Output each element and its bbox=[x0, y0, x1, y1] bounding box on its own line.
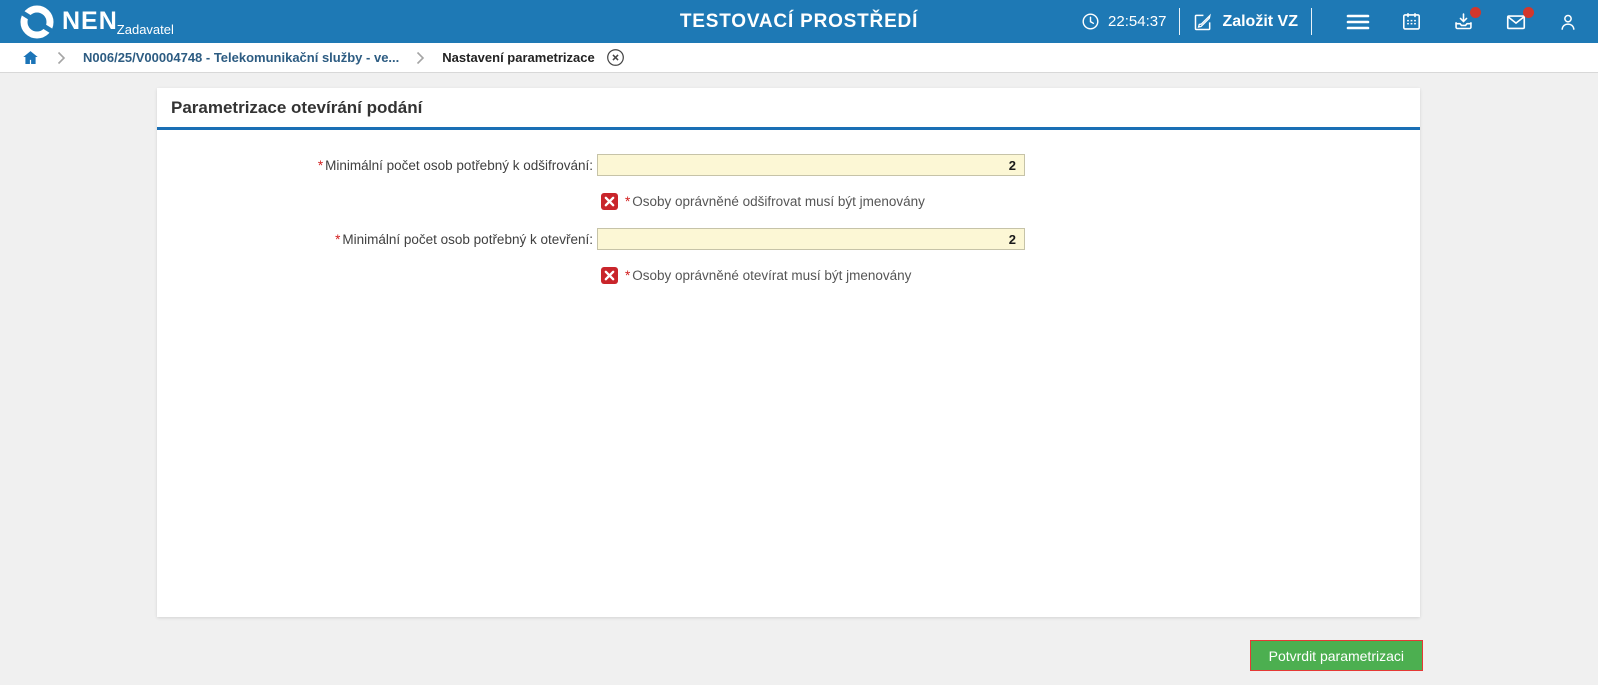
create-vz-label: Založit VZ bbox=[1222, 12, 1298, 30]
error-x-icon bbox=[601, 267, 618, 284]
environment-title: TESTOVACÍ PROSTŘEDÍ bbox=[679, 10, 919, 32]
footer-actions: Potvrdit parametrizaci bbox=[157, 640, 1423, 671]
nen-logo-icon bbox=[19, 5, 55, 38]
confirm-parametrization-button[interactable]: Potvrdit parametrizaci bbox=[1249, 640, 1423, 671]
clock-icon bbox=[1082, 13, 1099, 30]
close-tab-icon[interactable] bbox=[606, 48, 625, 67]
field-row-min-open: * Minimální počet osob potřebný k otevřen… bbox=[157, 228, 1420, 250]
error-message: * Osoby oprávněné odšifrovat musí být jme… bbox=[625, 194, 925, 209]
page-body: Parametrizace otevírání podání * Minimáln… bbox=[0, 73, 1598, 685]
topbar-divider bbox=[1311, 8, 1312, 35]
download-icon[interactable] bbox=[1453, 7, 1481, 32]
min-open-persons-input[interactable] bbox=[597, 228, 1025, 250]
mail-notification-dot bbox=[1523, 6, 1534, 18]
required-marker: * bbox=[317, 157, 324, 173]
breadcrumb: N006/25/V00004748 - Telekomunikační služ… bbox=[0, 43, 1598, 73]
user-icon[interactable] bbox=[1558, 12, 1578, 32]
mail-icon[interactable] bbox=[1505, 6, 1534, 33]
breadcrumb-item-current: Nastavení parametrizace bbox=[442, 50, 595, 65]
error-message: * Osoby oprávněné otevírat musí být jmeno… bbox=[625, 268, 912, 283]
edit-icon bbox=[1195, 13, 1212, 30]
top-bar: NEN Zadavatel TESTOVACÍ PROSTŘEDÍ 22:54:… bbox=[0, 0, 1598, 43]
breadcrumb-item-procurement[interactable]: N006/25/V00004748 - Telekomunikační služ… bbox=[83, 50, 400, 65]
required-marker: * bbox=[625, 268, 631, 283]
clock-time: 22:54:37 bbox=[1108, 13, 1167, 30]
field-row-min-decrypt: * Minimální počet osob potřebný k odšifro… bbox=[157, 154, 1420, 176]
download-notification-dot bbox=[1470, 7, 1481, 18]
chevron-right-icon bbox=[57, 51, 66, 65]
parametrization-panel: Parametrizace otevírání podání * Minimáln… bbox=[157, 88, 1420, 617]
brand-subtitle: Zadavatel bbox=[116, 22, 174, 37]
required-marker: * bbox=[625, 194, 631, 209]
min-decrypt-persons-input[interactable] bbox=[597, 154, 1025, 176]
topbar-divider bbox=[1179, 8, 1181, 35]
error-x-icon bbox=[601, 193, 618, 210]
brand-name: NEN bbox=[62, 7, 118, 35]
panel-title: Parametrizace otevírání podání bbox=[157, 88, 1420, 130]
hamburger-menu-icon[interactable] bbox=[1346, 12, 1370, 32]
home-icon[interactable] bbox=[21, 49, 40, 67]
field-label-min-open: * Minimální počet osob potřebný k otevřen… bbox=[335, 231, 593, 247]
nen-logo[interactable]: NEN Zadavatel bbox=[18, 3, 174, 41]
field-label-min-decrypt: * Minimální počet osob potřebný k odšifro… bbox=[317, 157, 593, 173]
validation-error-decrypt: * Osoby oprávněné odšifrovat musí být jme… bbox=[601, 193, 1420, 210]
required-marker: * bbox=[335, 231, 341, 247]
chevron-right-icon bbox=[416, 51, 425, 65]
calendar-icon[interactable] bbox=[1401, 11, 1422, 32]
validation-error-open: * Osoby oprávněné otevírat musí být jmeno… bbox=[601, 267, 1420, 284]
create-vz-button[interactable]: Založit VZ bbox=[1193, 12, 1298, 32]
session-clock: 22:54:37 bbox=[1081, 12, 1166, 31]
